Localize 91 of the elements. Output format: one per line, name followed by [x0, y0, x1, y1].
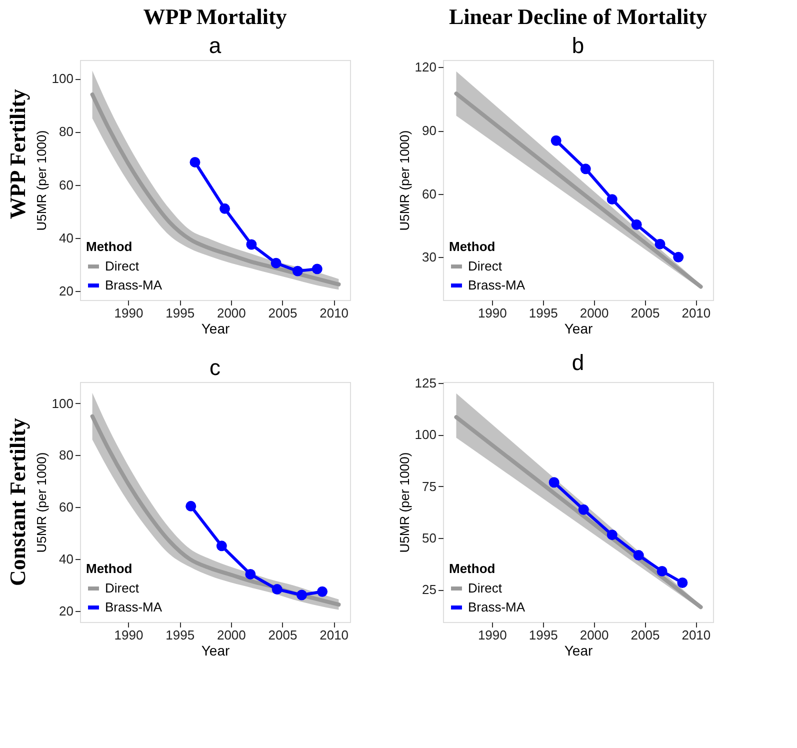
legend-label: Brass-MA: [105, 278, 162, 292]
legend-label: Brass-MA: [468, 278, 526, 292]
point: [673, 252, 684, 262]
y-axis-title: U5MR (per 1000): [396, 130, 412, 231]
y-axis-title: U5MR (per 1000): [34, 452, 49, 553]
chart-title: c: [210, 355, 220, 380]
y-tick-label: 90: [422, 123, 436, 138]
y-axis-title: U5MR (per 1000): [396, 452, 412, 553]
legend-title: Method: [449, 239, 496, 254]
y-tick-label: 50: [422, 530, 436, 546]
point: [272, 584, 282, 595]
x-tick-label: 2010: [320, 628, 349, 642]
point: [631, 219, 642, 230]
legend-title: Method: [86, 239, 132, 254]
chart-title: b: [572, 33, 584, 58]
x-tick-label: 2000: [216, 306, 246, 320]
point: [312, 264, 322, 274]
x-tick-label: 1990: [114, 306, 144, 320]
y-tick-label: 75: [422, 478, 436, 494]
point: [246, 239, 257, 250]
x-axis-title: Year: [564, 642, 593, 658]
x-tick-label: 1995: [528, 306, 558, 320]
y-tick-label: 20: [59, 604, 74, 619]
x-tick-label: 1990: [478, 306, 507, 320]
y-tick-label: 100: [52, 396, 74, 411]
text: WPP Fertility: [5, 88, 30, 220]
x-tick-label: 2005: [268, 306, 298, 320]
point: [216, 540, 227, 552]
point: [220, 203, 230, 214]
y-axis-title: U5MR (per 1000): [34, 130, 49, 231]
x-axis-title: Year: [564, 320, 593, 336]
x-tick-label: 2005: [268, 628, 298, 642]
x-tick-label: 1990: [114, 628, 144, 642]
x-axis-title: Year: [201, 320, 230, 336]
point: [633, 550, 644, 561]
y-tick-label: 30: [422, 250, 436, 265]
x-tick-label: 1995: [166, 628, 195, 642]
text: Constant Fertility: [5, 418, 30, 586]
point: [654, 238, 666, 250]
y-tick-label: 125: [414, 376, 436, 391]
point: [317, 586, 328, 597]
x-tick-label: 1995: [166, 306, 195, 320]
x-tick-label: 2000: [216, 628, 246, 642]
legend-title: Method: [449, 561, 496, 576]
y-tick-label: 60: [422, 186, 436, 202]
chart-title: a: [208, 33, 222, 58]
text: WPP Mortality: [143, 4, 287, 29]
y-tick-label: 100: [414, 427, 436, 442]
x-tick-label: 2010: [682, 628, 711, 642]
y-tick-label: 60: [59, 500, 74, 515]
point: [548, 477, 560, 488]
y-tick-label: 40: [59, 230, 74, 246]
x-tick-label: 2005: [630, 306, 660, 320]
x-tick-label: 2010: [320, 306, 349, 320]
chart-title: d: [572, 350, 584, 376]
legend-title: Method: [86, 561, 132, 576]
point: [245, 568, 256, 580]
x-axis-title: Year: [201, 642, 230, 658]
point: [190, 156, 200, 168]
legend-label: Direct: [468, 580, 502, 596]
legend-label: Direct: [468, 258, 502, 274]
point: [296, 590, 307, 600]
x-tick-label: 2010: [682, 306, 711, 320]
x-tick-label: 1990: [478, 628, 507, 642]
point: [550, 135, 562, 146]
text: Linear Decline of Mortality: [448, 4, 708, 29]
point: [606, 194, 618, 205]
y-tick-label: 25: [422, 582, 436, 598]
point: [677, 578, 688, 588]
y-tick-label: 80: [59, 448, 74, 463]
point: [270, 258, 282, 268]
y-tick-label: 120: [414, 60, 436, 75]
legend-label: Direct: [105, 258, 140, 274]
point: [656, 566, 668, 576]
y-tick-label: 20: [59, 283, 74, 298]
x-tick-label: 1995: [528, 628, 558, 642]
y-tick-label: 60: [59, 177, 74, 192]
y-tick-label: 100: [52, 71, 74, 86]
point: [606, 530, 618, 540]
point: [578, 504, 589, 515]
y-tick-label: 40: [59, 552, 74, 567]
y-tick-label: 80: [59, 124, 74, 140]
x-tick-label: 2000: [580, 628, 609, 642]
legend-label: Direct: [105, 580, 140, 596]
x-tick-label: 2005: [630, 628, 660, 642]
point: [292, 266, 303, 276]
point: [580, 164, 591, 174]
legend-label: Brass-MA: [105, 600, 162, 614]
point: [186, 500, 196, 512]
legend-label: Brass-MA: [468, 600, 526, 614]
x-tick-label: 2000: [580, 306, 609, 320]
